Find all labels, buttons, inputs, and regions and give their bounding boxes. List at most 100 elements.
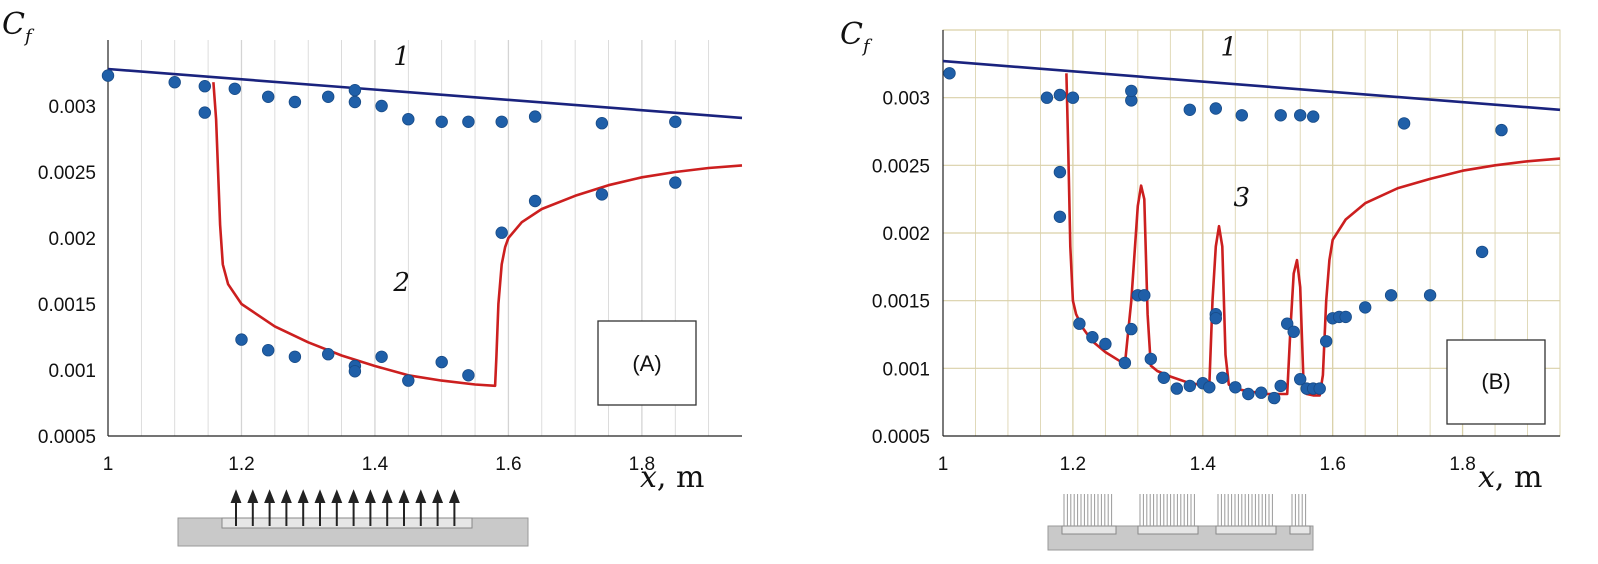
panel-a-curve-label-1: 1: [393, 42, 410, 72]
panel-b-data-point: [1157, 371, 1171, 385]
panel-b-data-point: [1267, 391, 1281, 405]
panel-a-data-point: [669, 176, 682, 189]
suction-segment: [1215, 525, 1277, 535]
panel-a-data-point: [228, 82, 242, 96]
suction-arrow-head: [331, 489, 343, 503]
panel-b-data-point: [1125, 84, 1138, 98]
panel-b-data-point: [1254, 386, 1268, 399]
panel-b-data-point: [1229, 381, 1242, 394]
panel-a-y-tick-label: 0.0025: [38, 163, 96, 184]
panel-a-data-point: [288, 350, 302, 364]
panel-b-x-axis-label: x, m: [1478, 460, 1542, 495]
panel-a-data-point: [528, 110, 542, 123]
panel-a-data-point: [198, 79, 212, 93]
suction-arrow-head: [398, 489, 410, 503]
suction-segment: [1289, 525, 1311, 535]
panel-b-data-point: [1293, 373, 1307, 386]
panel-b-x-tick-label: 1: [938, 454, 949, 475]
panel-a-data-point: [168, 75, 181, 89]
suction-arrow-head: [247, 489, 259, 503]
panel-a-data-point: [348, 95, 362, 109]
panel-a-data-point: [322, 348, 335, 361]
panel-a-data-point: [402, 374, 415, 387]
panel-a-curve-labels: 12: [392, 42, 410, 298]
panel-b-data-point: [1040, 91, 1054, 104]
panel-a-grid: [140, 40, 710, 436]
panel-b-data-point: [1170, 382, 1184, 395]
panel-a-data-point: [375, 99, 388, 113]
suction-arrow-head: [415, 489, 427, 503]
panel-b-y-ticks: 0.0005 0.001 0.0015 0.002 0.0025 0.003: [872, 89, 930, 448]
panel-a-data-point: [262, 344, 275, 357]
panel-b-curve-labels: 13: [1220, 33, 1250, 213]
panel-b-data-point: [1274, 109, 1287, 122]
panel-a-data-point: [262, 90, 275, 104]
panel-b-x-ticks: 1 1.2 1.4 1.6 1.8: [938, 454, 1476, 475]
suction-segment: [1137, 525, 1199, 535]
panel-b-data-point: [1066, 91, 1080, 104]
panel-b-data-point: [1475, 245, 1489, 259]
panel-b-data-point: [1293, 109, 1307, 122]
panel-a-data-point: [198, 106, 212, 119]
panel-b-chart: 0.0005 0.001 0.0015 0.002 0.0025 0.003 1 1.2 1.…: [840, 17, 1561, 551]
panel-a-data-point: [288, 95, 302, 109]
panel-a-x-tick-label: 1.8: [629, 454, 655, 475]
suction-segment: [1061, 525, 1117, 535]
panel-b-y-tick-label: 0.001: [882, 359, 930, 380]
panel-b-data-point: [1053, 165, 1067, 179]
panel-b-y-tick-label: 0.0005: [872, 427, 930, 448]
panel-b-data-point: [1306, 110, 1320, 123]
panel-a-y-tick-label: 0.002: [48, 229, 96, 250]
panel-a-curve-label-2: 2: [392, 268, 410, 298]
panel-b-data-point: [1313, 382, 1326, 395]
panel-a-x-tick-label: 1.4: [362, 454, 389, 475]
panel-a-data-point: [348, 83, 362, 97]
panel-b-data-point: [1099, 337, 1112, 351]
panel-a-data-point: [435, 355, 448, 369]
panel-b-data-point: [1053, 88, 1067, 102]
panel-a-x-axis-label: x, m: [640, 460, 704, 495]
panel-b-series: [942, 59, 1561, 405]
panel-b-data-point: [1235, 109, 1249, 122]
panel-b-data-point: [1280, 317, 1294, 330]
panel-a-data-point: [375, 350, 388, 364]
suction-arrow-head: [230, 489, 242, 503]
panel-a-series-2-line: [212, 82, 743, 388]
panel-a-y-tick-label: 0.0005: [38, 427, 96, 448]
panel-b-data-point: [1274, 379, 1287, 393]
panel-b-data-point: [1144, 352, 1158, 366]
panel-a-data-point: [495, 226, 508, 239]
panel-a-tag-box: [597, 320, 697, 406]
panel-a-suction-schematic: [177, 489, 529, 547]
panel-a-y-tick-label: 0.001: [48, 361, 96, 382]
panel-b-data-point: [1183, 103, 1197, 117]
panel-b-data-point: [1138, 289, 1151, 302]
panel-b-y-axis-label: Cf: [840, 17, 873, 57]
panel-b-data-point: [1339, 310, 1352, 324]
suction-arrow-head: [280, 489, 292, 503]
panel-b-data-point: [1384, 289, 1398, 302]
suction-arrow-head: [314, 489, 326, 503]
panel-b-data-point: [1495, 123, 1508, 137]
panel-b-y-tick-label: 0.003: [882, 89, 930, 110]
panel-b-segmented-suction-schematic: [1047, 494, 1314, 551]
panel-b-data-point: [1053, 210, 1067, 224]
panel-b-data-point: [1423, 289, 1437, 302]
panel-b-data-point: [943, 67, 956, 80]
panel-b-data-point: [1086, 331, 1099, 344]
panel-a-data-point: [348, 365, 362, 378]
panel-b-tag: (B): [1481, 369, 1510, 394]
panel-a-y-tick-label: 0.003: [48, 97, 96, 118]
panel-a-chart: 0.0005 0.001 0.0015 0.002 0.0025 0.003 1 1.2 1.…: [2, 7, 743, 547]
panel-a-x-tick-label: 1: [103, 454, 114, 475]
suction-arrow-head: [297, 489, 309, 503]
panel-a-x-tick-label: 1.6: [495, 454, 521, 475]
suction-arrow-head: [381, 489, 393, 503]
panel-b-data-point: [1397, 117, 1411, 130]
panel-b-tag-box: [1446, 339, 1546, 425]
panel-b-data-point: [1209, 102, 1223, 115]
panel-b-curve-label-3: 3: [1233, 183, 1250, 213]
panel-a-x-tick-label: 1.2: [228, 454, 254, 475]
panel-a-tag: (A): [632, 351, 661, 376]
panel-b-x-tick-label: 1.6: [1319, 454, 1345, 475]
